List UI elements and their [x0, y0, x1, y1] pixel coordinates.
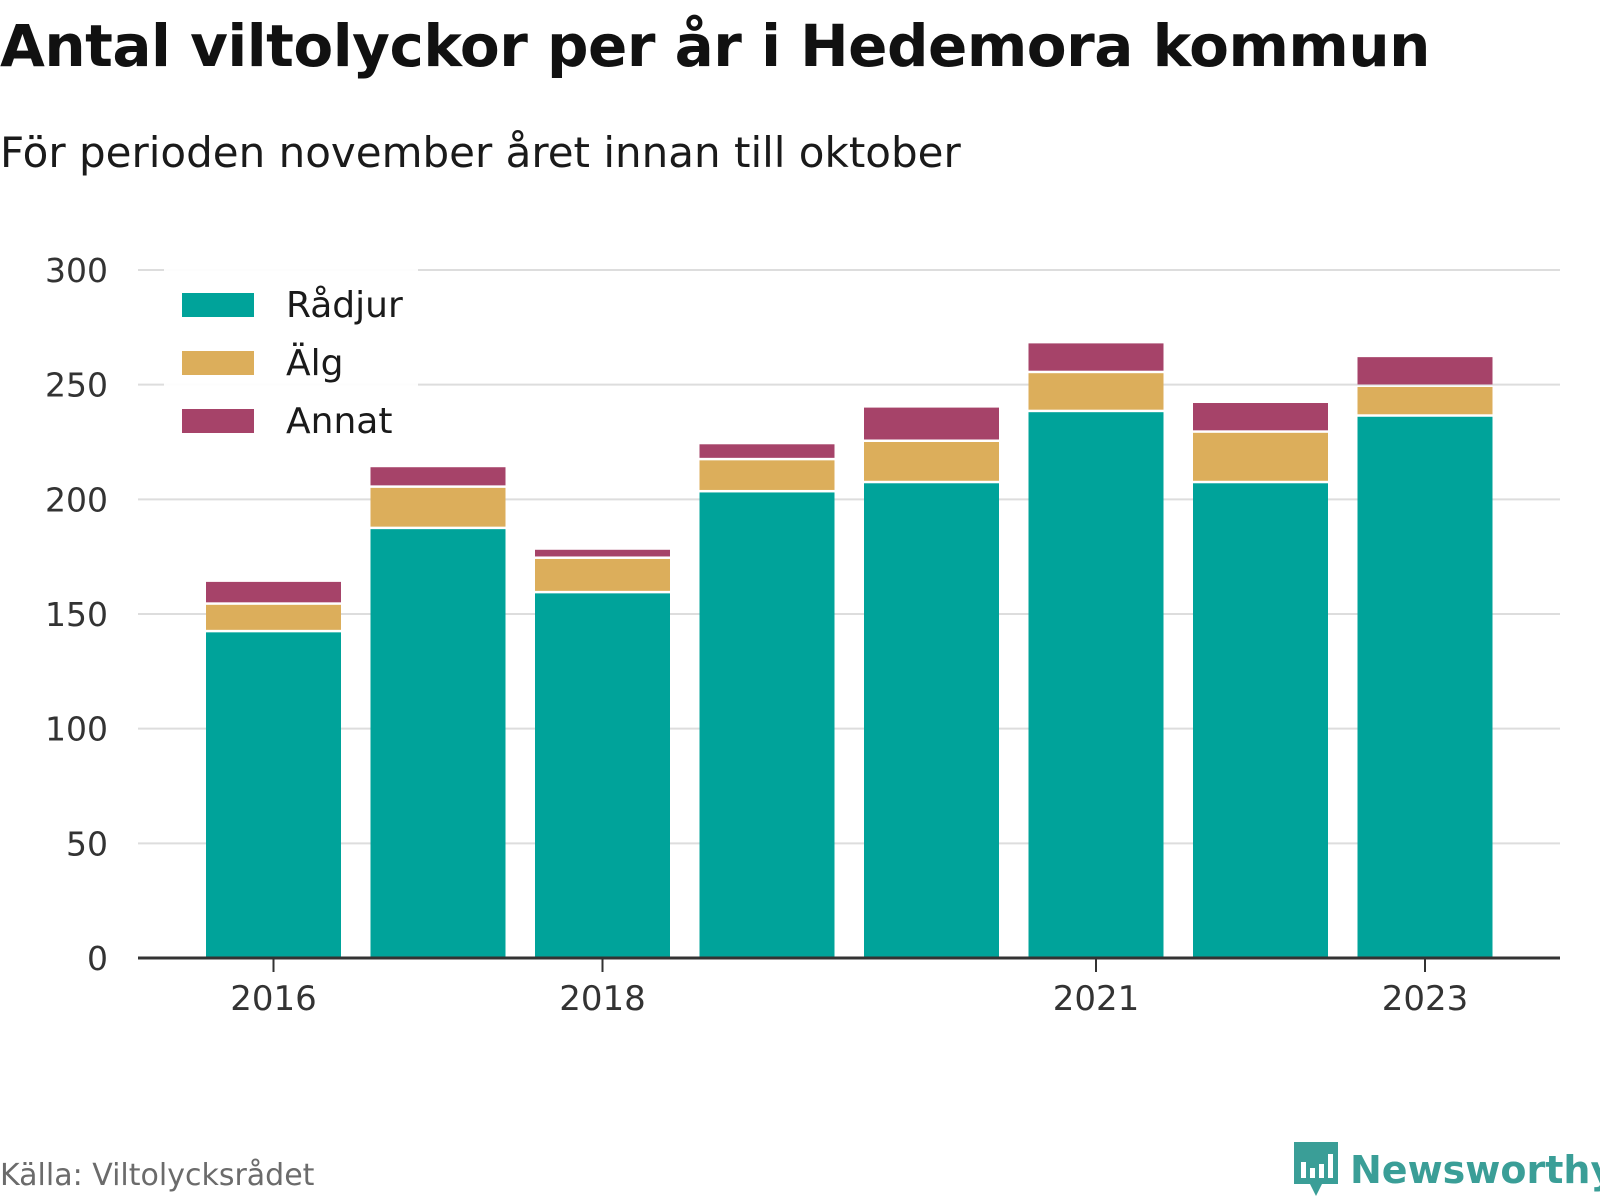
y-tick-label: 0 [87, 939, 108, 978]
y-tick-label: 50 [66, 824, 108, 863]
legend-label: Rådjur [286, 285, 403, 326]
y-tick-label: 150 [45, 595, 108, 634]
x-tick-label: 2023 [1382, 979, 1469, 1019]
newsworthy-logo-icon [1294, 1142, 1338, 1196]
brand-name: Newsworthy [1350, 1148, 1600, 1192]
bar-segment [864, 442, 999, 481]
bar-segment [535, 549, 670, 557]
legend-label: Annat [286, 401, 392, 442]
bar-segment [699, 460, 835, 490]
legend-swatch [182, 351, 254, 375]
bar-segment [535, 558, 670, 591]
bar-segment [370, 529, 506, 958]
bars [206, 343, 1493, 959]
chart-title: Antal viltolyckor per år i Hedemora komm… [0, 12, 1430, 80]
bar-segment [206, 604, 341, 630]
bar-segment [1028, 343, 1164, 371]
y-tick-label: 100 [45, 710, 108, 749]
bar-segment [1357, 416, 1493, 959]
chart-subtitle: För perioden november året innan till ok… [0, 128, 961, 177]
bar-segment [864, 483, 999, 958]
legend-swatch [182, 409, 254, 433]
bar-segment [1357, 386, 1493, 415]
bar-segment [370, 467, 506, 486]
x-tick-label: 2021 [1053, 979, 1140, 1019]
y-axis-ticks: 0 50 100 150 200 250 300 [45, 251, 108, 978]
source-note: Källa: Viltolycksrådet [0, 1158, 315, 1193]
legend: Rådjur Älg Annat [164, 268, 418, 458]
legend-swatch [182, 293, 254, 317]
bar-segment [1193, 432, 1328, 481]
bar-segment [1357, 357, 1493, 385]
bar-segment [206, 632, 341, 958]
legend-label: Älg [286, 342, 343, 384]
bar-segment [535, 593, 670, 958]
bar-segment [370, 487, 506, 527]
bar-segment [1193, 483, 1328, 958]
newsworthy-logo: Newsworthy [1292, 1140, 1600, 1200]
bar-segment [206, 581, 341, 603]
x-tick-label: 2018 [559, 979, 646, 1019]
x-axis: 2016 2018 2021 2023 [138, 956, 1560, 1019]
stacked-bar-chart: 0 50 100 150 200 250 300 2016 2018 2021 2023 Rådj… [45, 251, 1560, 1019]
bar-segment [1028, 373, 1164, 410]
bar-segment [1028, 412, 1164, 959]
y-tick-label: 250 [45, 366, 108, 405]
y-tick-label: 200 [45, 480, 108, 519]
y-tick-label: 300 [45, 251, 108, 290]
bar-segment [699, 492, 835, 958]
bar-segment [1193, 403, 1328, 431]
bar-segment [864, 407, 999, 440]
bar-segment [699, 444, 835, 458]
x-tick-label: 2016 [230, 979, 317, 1019]
